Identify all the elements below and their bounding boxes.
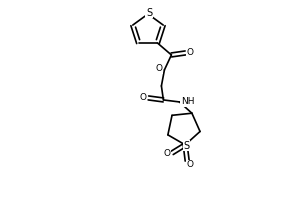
Text: O: O xyxy=(140,93,147,102)
Text: O: O xyxy=(187,160,194,169)
Text: O: O xyxy=(187,48,194,57)
Text: NH: NH xyxy=(181,97,194,106)
Text: O: O xyxy=(164,149,171,158)
Text: O: O xyxy=(156,64,163,73)
Text: S: S xyxy=(183,141,189,151)
Text: S: S xyxy=(146,8,152,18)
